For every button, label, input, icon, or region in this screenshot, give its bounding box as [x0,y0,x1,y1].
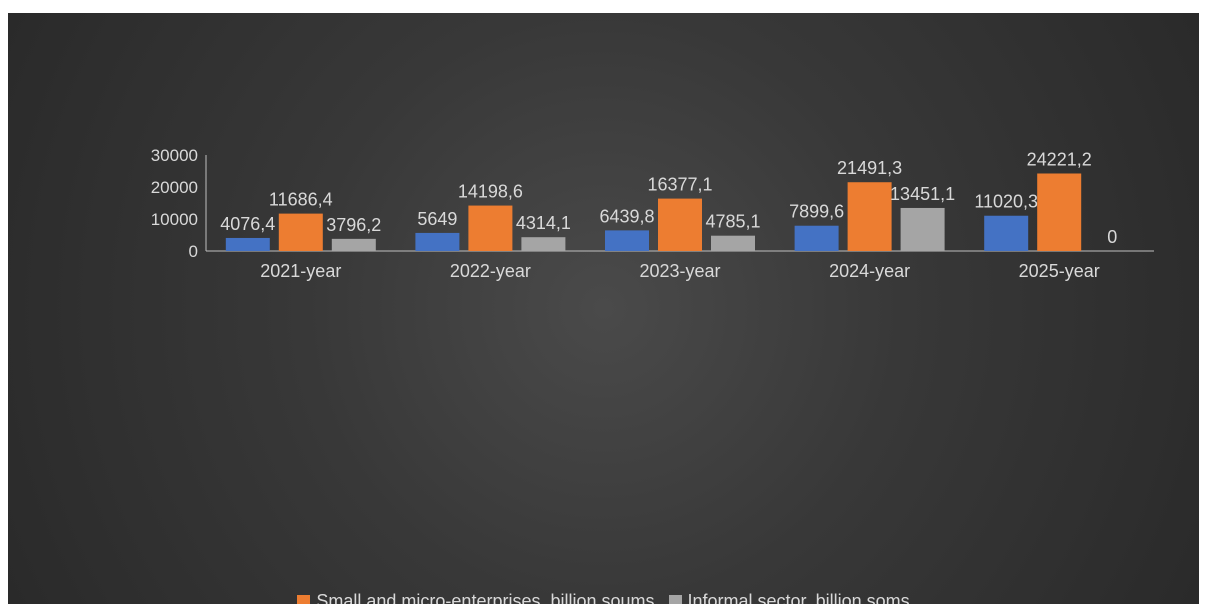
bar [521,237,566,251]
legend-swatch-informal [668,595,682,604]
y-tick-label: 0 [189,242,198,261]
bar [468,205,513,251]
chart-area: 0 10000 20000 30000 4076,4 11686,4 3796,2 2021-… [8,13,1199,604]
legend-swatch-small-micro [297,595,311,604]
data-label: 14198,6 [458,182,523,202]
legend-item-informal: Informal sector, billion soms [668,591,910,604]
bar [794,225,839,251]
data-label: 13451,1 [890,184,955,204]
bar [331,238,376,251]
bar [711,235,755,251]
bar [225,237,270,251]
bar [984,215,1029,251]
bar [605,230,649,251]
bar-chart: 0 10000 20000 30000 4076,4 11686,4 3796,2 2021-… [151,146,1154,281]
bar [1037,173,1082,251]
legend-label-informal: Informal sector, billion soms [687,591,910,604]
data-label: 6439,8 [599,206,654,226]
x-category-label: 2021-year [260,261,341,281]
x-category-label: 2022-year [450,261,531,281]
x-category-label: 2025-year [1019,261,1100,281]
bar [847,182,892,251]
chart-legend: Small and micro-enterprises, billion sou… [8,591,1199,604]
data-label: 7899,6 [789,202,844,222]
data-label: 16377,1 [647,175,712,195]
data-label: 11686,4 [269,190,333,210]
data-label: 11020,3 [974,192,1038,212]
bar [658,198,702,251]
data-label: 4785,1 [705,212,760,232]
bar [900,207,945,251]
legend-label-small-micro: Small and micro-enterprises, billion sou… [316,591,655,604]
bar [278,213,323,251]
x-category-label: 2024-year [829,261,910,281]
bar [415,232,460,251]
data-label: 4314,1 [516,213,571,233]
y-tick-label: 20000 [151,178,198,197]
data-label: 21491,3 [837,158,902,178]
y-tick-label: 30000 [151,146,198,165]
data-label: 4076,4 [220,214,275,234]
data-label: 5649 [417,209,457,229]
x-category-label: 2023-year [639,261,720,281]
data-label: 24221,2 [1027,149,1092,169]
data-label: 0 [1107,227,1117,247]
legend-item-small-micro: Small and micro-enterprises, billion sou… [297,591,655,604]
data-label: 3796,2 [326,215,381,235]
y-tick-label: 10000 [151,210,198,229]
